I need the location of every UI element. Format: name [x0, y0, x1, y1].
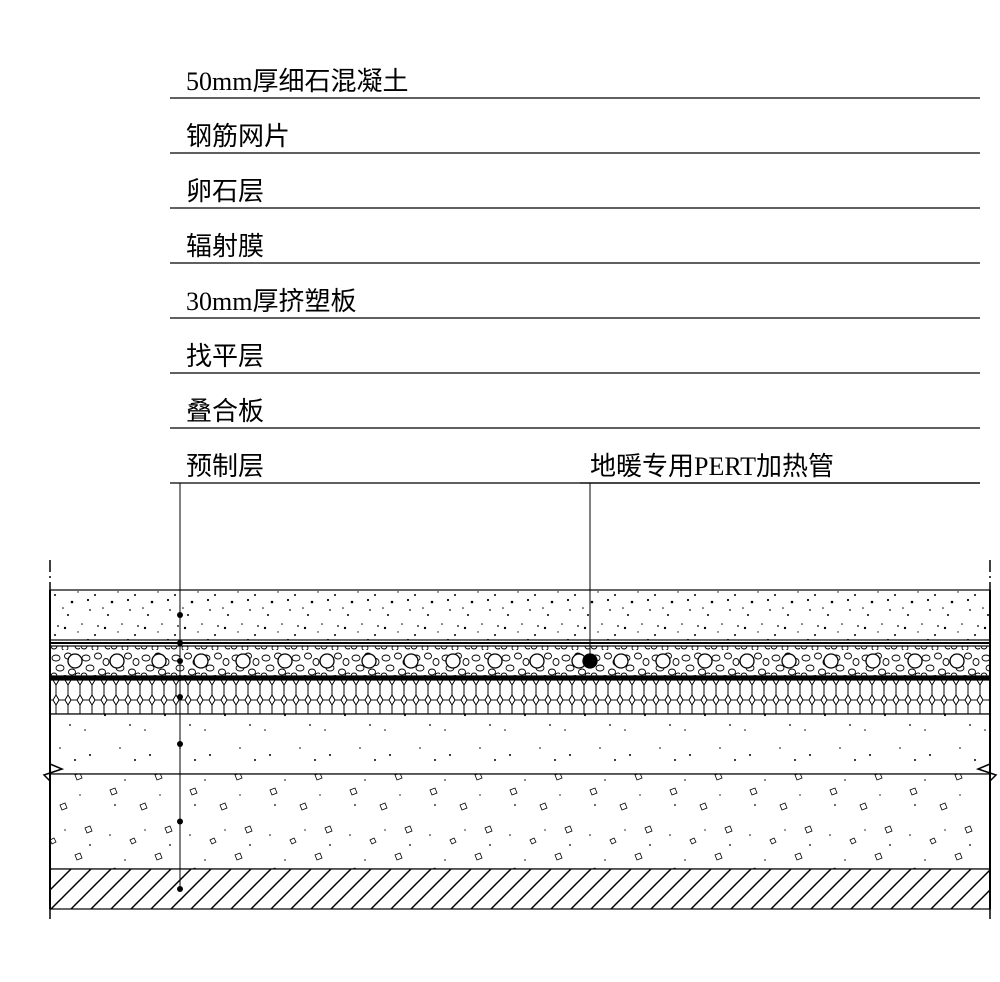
leader-dot	[177, 612, 183, 618]
heating-pipe	[236, 654, 250, 668]
layer-label: 50mm厚细石混凝土	[186, 67, 408, 96]
diagram-container: 50mm厚细石混凝土钢筋网片卵石层辐射膜 30mm厚挤塑板找平层叠合板预制层 地暖专…	[20, 20, 1000, 962]
leader-dot	[177, 819, 183, 825]
pipe-leader-dot	[587, 658, 593, 664]
layer-label: 卵石层	[186, 177, 264, 206]
layer-label: 预制层	[186, 452, 264, 481]
layer-label: 30mm厚挤塑板	[186, 287, 356, 316]
heating-pipe	[488, 654, 502, 668]
heating-pipe	[68, 654, 82, 668]
heating-pipe	[614, 654, 628, 668]
leader-dot	[177, 694, 183, 700]
leader-dot	[177, 675, 183, 681]
leader-dot	[177, 886, 183, 892]
cross-section-diagram: 50mm厚细石混凝土钢筋网片卵石层辐射膜 30mm厚挤塑板找平层叠合板预制层 地暖专…	[20, 20, 1000, 962]
labels-group: 50mm厚细石混凝土钢筋网片卵石层辐射膜 30mm厚挤塑板找平层叠合板预制层 地暖专…	[170, 67, 980, 483]
heating-pipe	[404, 654, 418, 668]
heating-pipe	[530, 654, 544, 668]
heating-pipe	[866, 654, 880, 668]
heating-pipe	[110, 654, 124, 668]
heating-pipe	[698, 654, 712, 668]
heating-pipe	[446, 654, 460, 668]
layer-label: 辐射膜	[186, 232, 264, 261]
heating-pipe	[782, 654, 796, 668]
concrete-layer	[50, 590, 990, 640]
heating-pipe	[152, 654, 166, 668]
layer-label: 找平层	[186, 342, 264, 371]
precast-layer	[50, 869, 990, 909]
section-group	[44, 560, 996, 919]
heating-pipe	[194, 654, 208, 668]
heating-pipe	[740, 654, 754, 668]
heating-pipe	[320, 654, 334, 668]
heating-pipe	[656, 654, 670, 668]
heating-pipe	[908, 654, 922, 668]
heating-pipe	[362, 654, 376, 668]
pebble-layer	[50, 646, 990, 676]
heating-pipe	[950, 654, 964, 668]
composite-slab	[50, 774, 990, 869]
heating-pipe	[824, 654, 838, 668]
xps-board	[50, 680, 990, 714]
leader-dot	[177, 658, 183, 664]
leader-dot	[177, 741, 183, 747]
leader-dot	[177, 640, 183, 646]
layer-label: 钢筋网片	[186, 122, 290, 151]
layer-label: 叠合板	[186, 397, 264, 426]
leveling-layer	[50, 714, 990, 774]
heating-pipe	[278, 654, 292, 668]
pipe-label: 地暖专用PERT加热管	[590, 452, 834, 481]
